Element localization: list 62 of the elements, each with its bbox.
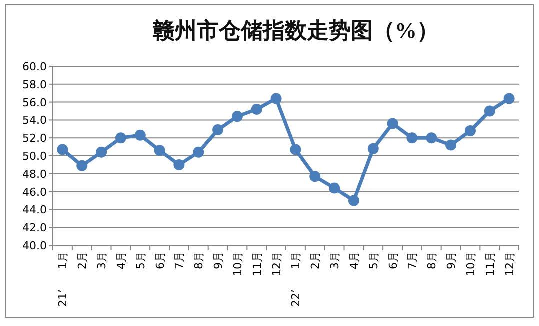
x-tick-label: 5月 [134, 252, 148, 270]
x-tick-label: 1月 [290, 252, 303, 270]
y-tick-label: 58.0 [22, 78, 47, 92]
x-tick-label: 6月 [386, 252, 400, 270]
point [329, 182, 340, 194]
x-tick-label: 10月 [231, 252, 244, 276]
x-tick-label: 2月 [309, 252, 322, 270]
point [193, 146, 204, 158]
y-tick-label: 56.0 [22, 96, 47, 110]
x-tick-label: 1月 [56, 252, 70, 270]
y-tick-label: 40.0 [22, 240, 47, 252]
x-tick-label: 3月 [96, 252, 109, 270]
point [464, 125, 476, 136]
y-tick-label: 46.0 [22, 186, 47, 199]
point [368, 143, 379, 154]
x-tick-label: 4月 [114, 252, 128, 270]
point [96, 146, 108, 158]
point [406, 132, 418, 144]
point [212, 124, 224, 136]
x-tick-label: 3月 [328, 252, 342, 270]
point [76, 160, 88, 172]
y-tick-label: 52.0 [22, 132, 47, 146]
point [446, 140, 457, 151]
x-tick-label: 10月 [464, 252, 478, 276]
x-tick-label: 2月 [76, 252, 90, 270]
point [504, 93, 515, 104]
point [57, 144, 68, 156]
point [270, 93, 282, 104]
point [154, 145, 166, 156]
x-tick-label: 12月 [270, 252, 284, 276]
point [484, 106, 496, 117]
point [387, 118, 398, 130]
point [290, 144, 302, 156]
point [174, 159, 185, 170]
point [426, 132, 438, 144]
point [115, 132, 126, 144]
x-tick-label: 7月 [406, 252, 420, 270]
y-tick-label: 42.0 [22, 222, 47, 235]
x-tick-label: 9月 [212, 252, 226, 270]
y-tick-label: 54.0 [22, 114, 47, 128]
text: 22’ [290, 290, 303, 307]
chart-title: 赣州市仓储指数走势图（%） [152, 18, 439, 43]
x-tick-label: 7月 [173, 252, 186, 270]
x-tick-label: 9月 [445, 252, 458, 270]
y-tick-label: 48.0 [22, 168, 47, 181]
x-tick-label: 6月 [154, 252, 167, 270]
y-tick-label: 44.0 [22, 204, 47, 217]
text: 21’ [56, 290, 70, 307]
point [348, 195, 360, 206]
point [134, 130, 146, 141]
x-tick-label: 5月 [367, 252, 380, 270]
x-tick-label: 12月 [503, 252, 516, 276]
x-tick-label: 11月 [484, 252, 497, 276]
x-tick-label: 8月 [426, 252, 439, 270]
point [251, 104, 262, 115]
point [310, 171, 321, 182]
point [232, 111, 243, 122]
y-tick-label: 50.0 [22, 150, 47, 163]
x-tick-label: 4月 [348, 252, 361, 270]
x-tick-label: 8月 [192, 252, 206, 270]
x-tick-label: 11月 [250, 252, 264, 276]
y-tick-label: 60.0 [22, 60, 47, 74]
